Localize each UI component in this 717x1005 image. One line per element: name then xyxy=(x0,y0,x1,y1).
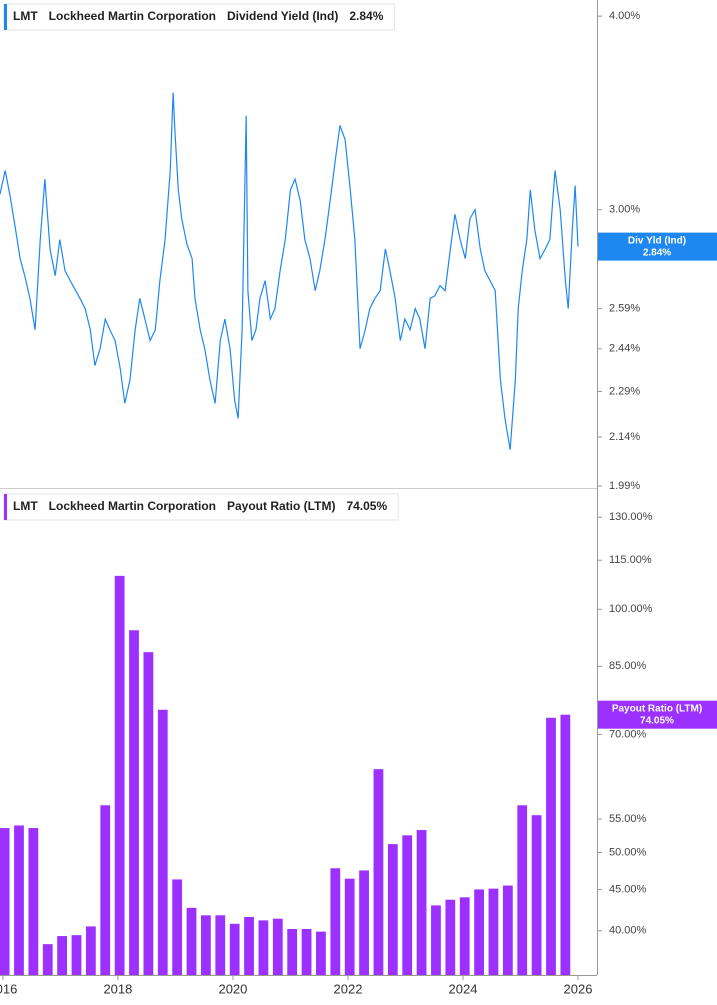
bar xyxy=(71,935,82,975)
bar xyxy=(431,905,441,975)
bar xyxy=(172,879,183,975)
legend-swatch xyxy=(4,494,7,520)
bar xyxy=(459,897,470,975)
bar xyxy=(215,915,226,975)
y-tick-label: 50.00% xyxy=(609,846,647,858)
y-tick-label: 1.99% xyxy=(609,480,640,492)
bar xyxy=(531,815,542,975)
y-tick-label: 70.00% xyxy=(609,728,647,740)
legend-box xyxy=(3,493,399,521)
bar xyxy=(517,805,528,975)
legend-ticker: LMT xyxy=(13,9,38,23)
bar xyxy=(560,714,571,975)
legend-box xyxy=(3,3,395,31)
legend-series-name: Payout Ratio (LTM) xyxy=(227,499,335,513)
bar xyxy=(201,915,211,975)
bar xyxy=(244,916,254,975)
bar xyxy=(143,652,154,975)
bar xyxy=(114,575,125,975)
bar xyxy=(258,920,269,975)
y-tick-label: 2.59% xyxy=(609,303,640,315)
bar xyxy=(445,899,456,975)
legend-value: 74.05% xyxy=(346,499,387,513)
y-tick-label: 40.00% xyxy=(609,925,647,937)
x-tick-label: 2016 xyxy=(0,981,17,996)
bar xyxy=(387,844,398,975)
legend-swatch xyxy=(4,4,7,30)
bar xyxy=(416,830,427,975)
y-tick-label: 115.00% xyxy=(609,554,652,566)
y-tick-label: 55.00% xyxy=(609,813,647,825)
last-value-badge xyxy=(598,700,717,729)
bar xyxy=(57,936,68,975)
badge-name: Payout Ratio (LTM) xyxy=(612,703,702,714)
bar xyxy=(488,888,499,975)
y-tick-label: 45.00% xyxy=(609,883,647,895)
badge-name: Div Yld (Ind) xyxy=(628,235,686,246)
bar xyxy=(42,944,53,975)
bar xyxy=(28,828,39,975)
x-tick-label: 2024 xyxy=(449,981,478,996)
last-value-badge xyxy=(598,232,717,261)
bar xyxy=(100,805,111,975)
legend-ticker: LMT xyxy=(13,499,38,513)
y-tick-label: 100.00% xyxy=(609,603,653,615)
bar xyxy=(129,630,139,975)
bar xyxy=(14,825,24,975)
y-tick-label: 85.00% xyxy=(609,660,647,672)
bar xyxy=(186,907,197,975)
bar xyxy=(0,828,10,975)
bar xyxy=(229,923,240,975)
y-tick-label: 2.14% xyxy=(609,431,640,443)
bar xyxy=(402,835,413,975)
legend-company: Lockheed Martin Corporation xyxy=(49,9,216,23)
legend-company: Lockheed Martin Corporation xyxy=(49,499,216,513)
bar xyxy=(502,885,513,975)
badge-value: 74.05% xyxy=(640,715,674,726)
y-tick-label: 2.44% xyxy=(609,343,640,355)
bar xyxy=(85,926,96,975)
y-tick-label: 3.00% xyxy=(609,204,640,216)
bar xyxy=(272,918,283,975)
y-tick-label: 130.00% xyxy=(609,511,653,523)
legend-value: 2.84% xyxy=(349,9,383,23)
badge-value: 2.84% xyxy=(643,247,671,258)
bar xyxy=(330,868,341,975)
bar xyxy=(373,769,384,975)
y-tick-label: 2.29% xyxy=(609,385,640,397)
x-tick-label: 2018 xyxy=(103,981,132,996)
x-tick-label: 2026 xyxy=(564,981,593,996)
x-tick-label: 2022 xyxy=(334,981,363,996)
bar xyxy=(287,929,298,975)
bar xyxy=(359,870,369,975)
bar xyxy=(316,931,326,975)
line xyxy=(0,92,579,450)
y-tick-label: 4.00% xyxy=(609,10,640,22)
bar xyxy=(344,878,355,975)
x-tick-label: 2020 xyxy=(218,981,247,996)
bar xyxy=(546,717,556,975)
bar xyxy=(157,709,168,975)
bar xyxy=(301,929,312,975)
legend-series-name: Dividend Yield (Ind) xyxy=(227,9,338,23)
bar xyxy=(474,889,484,975)
